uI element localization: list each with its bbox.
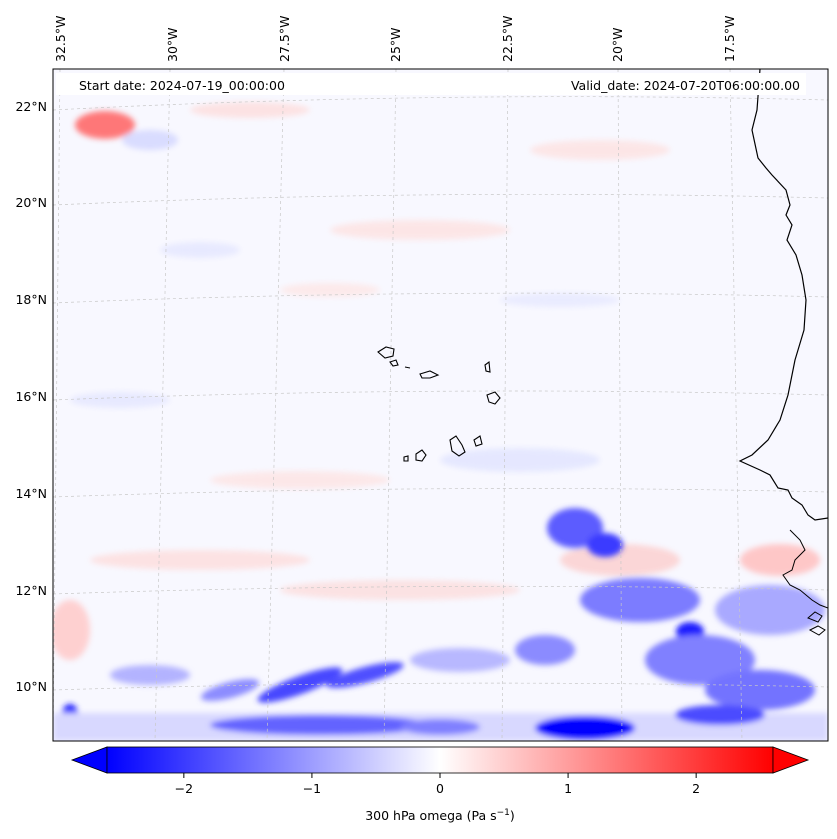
- gridlines: [53, 69, 828, 741]
- colorbar-extend-low: [70, 746, 108, 774]
- longitude-label: 32.5°W: [53, 16, 68, 62]
- cape-verde-islands: [377, 346, 501, 462]
- colorbar-extend-high: [772, 746, 810, 774]
- longitude-label: 27.5°W: [277, 16, 292, 62]
- colorbar-label: 300 hPa omega (Pa s−1): [365, 808, 515, 823]
- colorbar-tick-label: −2: [175, 781, 193, 796]
- bijagos-islands: [807, 611, 826, 636]
- longitude-label: 17.5°W: [722, 16, 737, 62]
- longitude-label: 25°W: [388, 27, 403, 62]
- coastline: [738, 69, 828, 521]
- colorbar-tick-label: 2: [692, 781, 700, 796]
- latitude-label: 20°N: [15, 195, 47, 210]
- colorbar-tick-label: −1: [303, 781, 321, 796]
- header-strip: [56, 73, 806, 95]
- coastline-south: [782, 529, 828, 609]
- colorbar-ticks: −2 −1 0 1 2: [175, 773, 700, 796]
- colorbar-gradient: [106, 746, 774, 774]
- map-frame: [52, 68, 829, 742]
- latitude-label: 22°N: [15, 99, 47, 114]
- latitude-label: 18°N: [15, 292, 47, 307]
- longitude-label: 30°W: [165, 27, 180, 62]
- start-date: Start date: 2024-07-19_00:00:00: [79, 78, 285, 93]
- longitude-labels: 32.5°W 30°W 27.5°W 25°W 22.5°W 20°W 17.5°W: [53, 16, 737, 62]
- latitude-label: 16°N: [15, 389, 47, 404]
- longitude-label: 20°W: [610, 27, 625, 62]
- map-panel: Start date: 2024-07-19_00:00:00 Valid_da…: [52, 68, 829, 742]
- latitude-labels: 22°N 20°N 18°N 16°N 14°N 12°N 10°N: [15, 99, 47, 694]
- colorbar-tick-label: 1: [564, 781, 572, 796]
- latitude-label: 10°N: [15, 679, 47, 694]
- valid-date: Valid_date: 2024-07-20T06:00:00.00: [571, 78, 800, 93]
- omega-field: [53, 69, 828, 741]
- longitude-label: 22.5°W: [500, 16, 515, 62]
- latitude-label: 14°N: [15, 486, 47, 501]
- colorbar: −2 −1 0 1 2 300 hPa omega (Pa s−1): [70, 746, 810, 823]
- colorbar-tick-label: 0: [436, 781, 444, 796]
- latitude-label: 12°N: [15, 583, 47, 598]
